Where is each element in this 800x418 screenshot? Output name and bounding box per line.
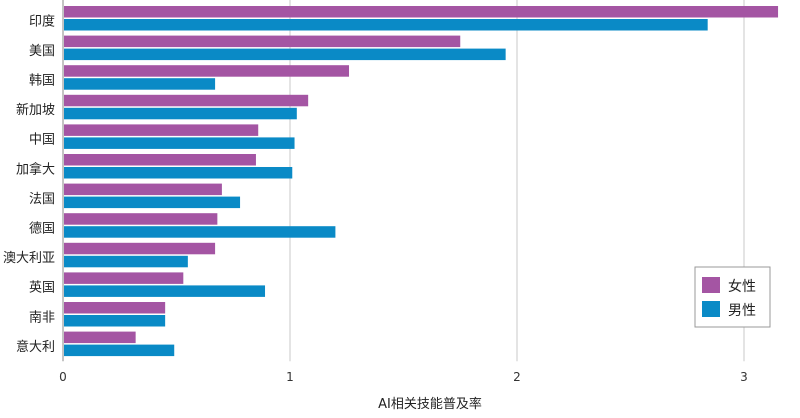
grid-lines: [62, 0, 745, 362]
bar-male-1: [64, 48, 506, 61]
bars: [64, 6, 779, 357]
bar-female-8: [64, 242, 216, 255]
bar-female-6: [64, 183, 222, 196]
bar-female-11: [64, 331, 136, 344]
bar-female-2: [64, 65, 350, 77]
legend: 女性 男性: [694, 266, 771, 328]
category-label: 澳大利亚: [3, 250, 55, 266]
category-label: 韩国: [29, 74, 55, 89]
bar-female-1: [64, 35, 461, 48]
category-label: 英国: [29, 281, 55, 296]
legend-swatch-male: [702, 301, 720, 317]
bar-male-11: [64, 344, 175, 357]
bar-male-9: [64, 285, 266, 297]
bar-female-7: [64, 213, 218, 225]
bar-female-4: [64, 124, 259, 136]
category-label: 意大利: [16, 339, 55, 355]
legend-swatch-female: [702, 277, 720, 293]
x-axis-title: AI相关技能普及率: [378, 396, 482, 412]
category-label: 德国: [29, 222, 55, 237]
x-tick-label: 3: [740, 370, 748, 384]
bar-female-3: [64, 94, 309, 107]
x-tick-label: 2: [513, 370, 521, 384]
x-tick-label: 1: [286, 370, 294, 384]
legend-label-female: 女性: [728, 278, 756, 295]
bar-female-9: [64, 272, 184, 284]
legend-label-male: 男性: [728, 303, 756, 319]
bar-female-5: [64, 154, 256, 166]
bar-male-6: [64, 196, 241, 209]
bar-male-2: [64, 78, 216, 90]
bar-male-10: [64, 315, 166, 327]
category-label: 法国: [29, 192, 55, 207]
category-label: 美国: [29, 44, 55, 59]
bar-male-3: [64, 107, 297, 120]
x-tick-label: 0: [59, 370, 67, 384]
category-label: 中国: [29, 133, 55, 148]
bar-male-0: [64, 19, 708, 31]
category-label: 南非: [29, 309, 55, 325]
bar-male-4: [64, 137, 295, 149]
bar-female-0: [64, 6, 779, 18]
x-tick-labels: 0 1 2 3: [59, 370, 748, 384]
category-label: 新加坡: [16, 102, 55, 118]
category-label: 印度: [29, 13, 55, 29]
bar-male-7: [64, 226, 336, 238]
bar-male-8: [64, 255, 188, 268]
bar-female-10: [64, 302, 166, 314]
category-label: 加拿大: [16, 161, 55, 177]
bar-male-5: [64, 167, 293, 179]
